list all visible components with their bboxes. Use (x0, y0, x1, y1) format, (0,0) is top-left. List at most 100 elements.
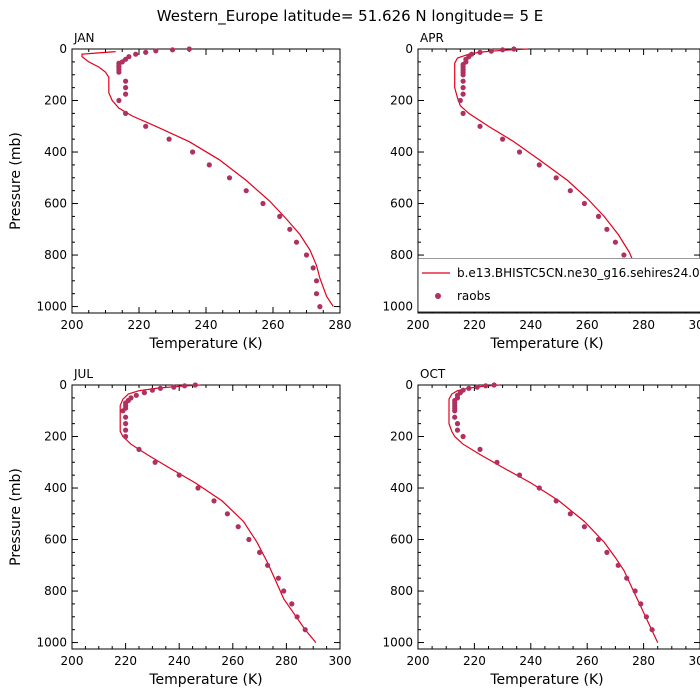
raobs-point (500, 47, 506, 53)
raobs-point (257, 549, 263, 556)
plot-frame (417, 384, 700, 650)
raobs-point (516, 149, 523, 155)
raobs-point (454, 421, 461, 427)
raobs-point (313, 291, 320, 297)
raobs-point (317, 304, 323, 310)
raobs-point (157, 385, 163, 391)
x-tick-label: 200 (407, 654, 430, 668)
y-axis-label: Pressure (mb) (8, 132, 24, 230)
raobs-point (246, 536, 252, 543)
x-tick-label: 220 (463, 318, 486, 332)
x-tick-label: 260 (221, 654, 244, 668)
raobs-point (460, 91, 466, 97)
chart-panel-oct: OCT 200 220 240 260 280 300 0 200 400 600 800 1000 Te… (382, 367, 700, 688)
y-tick-label: 600 (44, 197, 67, 211)
y-tick-label: 800 (44, 584, 67, 598)
raobs-point (211, 498, 217, 504)
y-tick-label: 200 (390, 94, 413, 108)
raobs-point (516, 472, 523, 478)
x-tick-label: 280 (632, 318, 655, 332)
y-tick-label: 400 (44, 481, 67, 495)
raobs-point (494, 459, 500, 465)
raobs-point (123, 427, 129, 433)
raobs-point (643, 614, 650, 620)
raobs-point (615, 562, 621, 568)
raobs-point (595, 213, 602, 219)
panel-label: OCT (420, 367, 446, 381)
raobs-point (454, 427, 461, 433)
x-tick-label: 280 (329, 318, 352, 332)
y-tick-label: 1000 (36, 636, 67, 650)
raobs-point (477, 49, 483, 55)
raobs-point (313, 278, 320, 284)
chart-panel-jul: JUL 200 220 240 260 280 300 0 200 400 600 800 1000 Te… (8, 367, 351, 688)
raobs-point (289, 601, 295, 607)
y-tick-label: 200 (44, 430, 67, 444)
x-tick-label: 200 (61, 318, 84, 332)
legend-box (418, 258, 700, 313)
x-axis-label: Temperature (K) (148, 672, 262, 688)
y-tick-label: 800 (390, 248, 413, 262)
x-tick-label: 240 (195, 318, 218, 332)
raobs-point (153, 48, 159, 54)
x-axis-label: Temperature (K) (148, 336, 262, 352)
raobs-point (581, 524, 588, 530)
raobs-point (141, 390, 147, 396)
raobs-point (277, 213, 283, 219)
panel-label: APR (420, 31, 444, 45)
raobs-point (624, 575, 630, 581)
raobs-point (452, 408, 458, 414)
y-tick-label: 0 (405, 42, 413, 56)
y-tick-label: 200 (390, 430, 413, 444)
legend-label-model: b.e13.BHISTC5CN.ne30_g16.sehires24.0 (457, 266, 700, 280)
raobs-point (302, 627, 308, 633)
x-tick-label: 220 (128, 318, 151, 332)
raobs-point (460, 85, 466, 91)
y-axis-label: Pressure (mb) (8, 468, 24, 566)
raobs-point (176, 472, 182, 478)
raobs-point (581, 200, 588, 207)
raobs-point (123, 433, 129, 440)
raobs-point (477, 446, 483, 452)
raobs-point (206, 162, 212, 168)
raobs-point (143, 49, 149, 55)
raobs-point (638, 601, 644, 607)
raobs-point (265, 562, 271, 568)
x-tick-label: 200 (407, 318, 430, 332)
x-tick-label: 220 (114, 654, 137, 668)
raobs-point (310, 265, 316, 271)
series-line-model (81, 51, 334, 307)
raobs-point (466, 385, 472, 391)
raobs-point (171, 384, 177, 390)
raobs-point (491, 382, 497, 388)
y-tick-label: 600 (390, 533, 413, 547)
y-tick-label: 0 (59, 42, 67, 56)
panels: JAN 200 220 240 260 280 0 200 400 600 800 1000 Tempe… (8, 31, 700, 688)
raobs-point (226, 175, 233, 181)
raobs-point (612, 239, 619, 245)
y-tick-label: 800 (390, 584, 413, 598)
x-tick-label: 280 (632, 654, 655, 668)
x-tick-label: 240 (519, 318, 542, 332)
chart-panel-jan: JAN 200 220 240 260 280 0 200 400 600 800 1000 Tempe… (8, 31, 351, 352)
raobs-point (116, 69, 122, 75)
y-tick-label: 1000 (382, 300, 413, 314)
raobs-point (553, 175, 559, 181)
raobs-point (136, 446, 142, 452)
x-tick-label: 220 (463, 654, 486, 668)
raobs-point (483, 383, 489, 389)
raobs-point (460, 433, 466, 440)
raobs-point (169, 47, 176, 53)
raobs-point (186, 46, 192, 52)
figure-title: Western_Europe latitude= 51.626 N longit… (157, 7, 543, 26)
raobs-point (149, 387, 155, 393)
plot-frame (71, 384, 341, 650)
raobs-point (536, 162, 542, 168)
raobs-point (152, 459, 158, 465)
raobs-point (474, 384, 480, 390)
raobs-point (123, 110, 129, 116)
raobs-point (604, 226, 610, 232)
raobs-point (190, 149, 196, 155)
raobs-point (192, 382, 198, 388)
raobs-point (460, 78, 466, 84)
